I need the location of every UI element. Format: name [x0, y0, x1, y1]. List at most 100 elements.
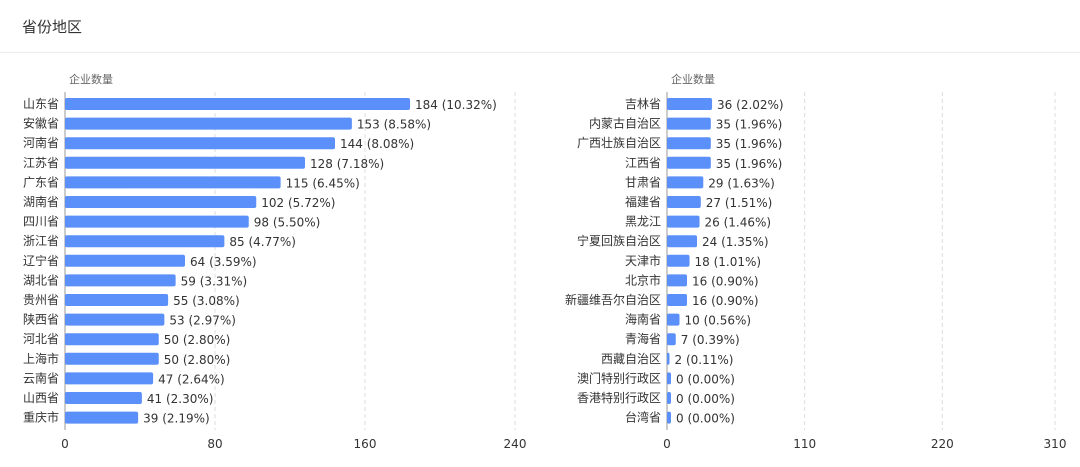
bar [667, 215, 700, 228]
left-bar-chart: 企业数量 0 80 160 240 山东省 184 (10.32%) 安徽省 153 (8.58… [23, 72, 526, 451]
bar [65, 333, 159, 346]
x-tick-label: 80 [207, 437, 222, 451]
category-label: 青海省 [625, 331, 661, 346]
bar-value-label: 59 (3.31%) [181, 274, 248, 288]
category-label: 广东省 [23, 175, 59, 189]
category-label: 山西省 [23, 391, 59, 405]
bar [667, 98, 713, 110]
bar-value-label: 144 (8.08%) [340, 137, 414, 151]
category-label: 贵州省 [23, 293, 59, 307]
x-tick-label: 0 [663, 437, 671, 451]
bar [65, 156, 305, 169]
category-label: 天津市 [625, 253, 661, 268]
bar-value-label: 50 (2.80%) [164, 333, 231, 347]
bar [65, 392, 142, 404]
bar [65, 137, 335, 150]
bar [65, 196, 257, 208]
bar [65, 215, 249, 228]
category-label: 河南省 [23, 135, 59, 150]
category-label: 吉林省 [625, 97, 661, 111]
section-title: 省份地区 [22, 18, 83, 36]
bar-value-label: 16 (0.90%) [692, 294, 759, 308]
bar-value-label: 24 (1.35%) [702, 235, 769, 249]
category-label: 河北省 [23, 332, 59, 346]
category-label: 辽宁省 [23, 253, 59, 268]
category-label: 江苏省 [23, 156, 59, 170]
bar [65, 352, 159, 365]
bar-value-label: 85 (4.77%) [229, 235, 296, 249]
bar-value-label: 153 (8.58%) [357, 118, 431, 132]
x-tick-label: 110 [793, 437, 816, 451]
bar [667, 352, 670, 365]
bar-value-label: 36 (2.02%) [717, 98, 784, 112]
category-label: 重庆市 [23, 410, 59, 425]
category-label: 宁夏回族自治区 [577, 233, 661, 248]
x-tick-label: 310 [1044, 437, 1067, 451]
bar-value-label: 2 (0.11%) [675, 353, 734, 367]
bar [667, 156, 711, 169]
bar [65, 254, 185, 267]
bar [667, 392, 671, 404]
bar-value-label: 0 (0.00%) [676, 392, 735, 406]
category-label: 上海市 [23, 351, 59, 366]
category-label: 香港特别行政区 [577, 390, 661, 405]
x-tick-label: 220 [931, 437, 954, 451]
x-tick-label: 160 [354, 437, 377, 451]
bar [667, 274, 688, 287]
bar-value-label: 7 (0.39%) [681, 333, 740, 347]
bar-value-label: 47 (2.64%) [158, 372, 225, 386]
bar [65, 98, 410, 110]
bar-value-label: 128 (7.18%) [310, 157, 384, 171]
bar-value-label: 0 (0.00%) [676, 372, 735, 386]
bar [667, 235, 698, 248]
bar [65, 235, 225, 248]
category-label: 广西壮族自治区 [577, 136, 661, 150]
bar-value-label: 50 (2.80%) [164, 353, 231, 367]
bar-value-label: 10 (0.56%) [685, 314, 752, 328]
bar-value-label: 115 (6.45%) [286, 176, 360, 190]
bar-value-label: 18 (1.01%) [695, 255, 762, 269]
bar [667, 333, 676, 346]
bar-value-label: 102 (5.72%) [261, 196, 335, 210]
category-label: 台湾省 [625, 410, 661, 425]
bar-value-label: 35 (1.96%) [716, 157, 783, 171]
category-label: 安徽省 [23, 116, 59, 131]
category-label: 陕西省 [23, 312, 59, 327]
category-label: 江西省 [625, 156, 661, 170]
bar [667, 196, 701, 208]
category-label: 湖南省 [23, 194, 59, 209]
y-axis-label: 企业数量 [671, 72, 715, 86]
category-label: 四川省 [23, 215, 59, 229]
category-label: 新疆维吾尔自治区 [565, 292, 661, 307]
bar-value-label: 26 (1.46%) [705, 216, 772, 230]
bar [667, 294, 688, 306]
bar-value-label: 16 (0.90%) [692, 274, 759, 288]
bar [65, 117, 352, 130]
bar-value-label: 184 (10.32%) [415, 98, 497, 112]
bar [65, 294, 169, 306]
bar [667, 117, 711, 130]
category-label: 山东省 [23, 97, 59, 111]
bar [667, 411, 671, 424]
bar [667, 137, 711, 150]
bar-value-label: 55 (3.08%) [173, 294, 240, 308]
x-tick-label: 0 [61, 437, 69, 451]
category-label: 浙江省 [23, 234, 59, 248]
bar-value-label: 35 (1.96%) [716, 118, 783, 132]
bar-value-label: 27 (1.51%) [706, 196, 773, 210]
bar [65, 176, 281, 189]
bar-value-label: 0 (0.00%) [676, 412, 735, 426]
category-label: 云南省 [23, 370, 59, 385]
bar [667, 313, 680, 326]
bar [65, 313, 165, 326]
bar [667, 176, 704, 189]
bar-value-label: 98 (5.50%) [254, 216, 321, 230]
bar-value-label: 39 (2.19%) [143, 412, 210, 426]
bar [667, 254, 690, 267]
category-label: 湖北省 [23, 272, 59, 287]
category-label: 西藏自治区 [601, 352, 661, 366]
bar-value-label: 64 (3.59%) [190, 255, 257, 269]
category-label: 澳门特别行政区 [577, 370, 661, 385]
bar-value-label: 29 (1.63%) [708, 176, 775, 190]
